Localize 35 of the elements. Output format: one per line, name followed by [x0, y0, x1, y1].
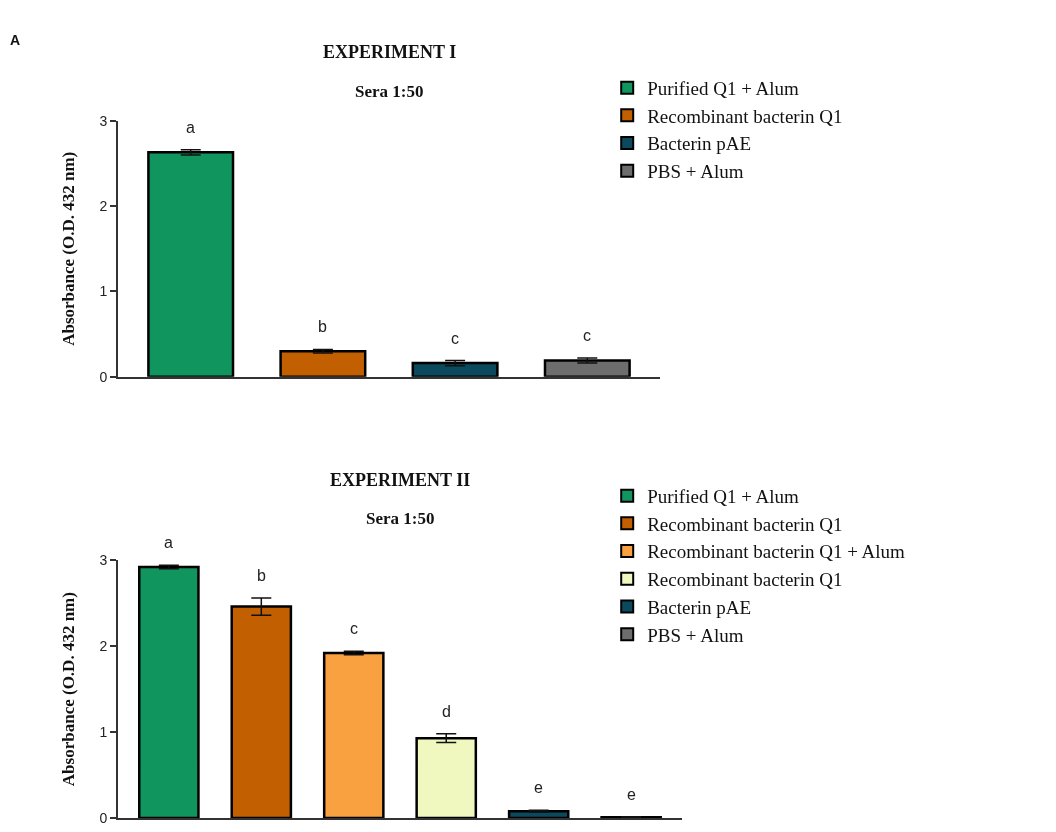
- text: A: [10, 32, 21, 48]
- legend-label: Purified Q1 + Alum: [647, 78, 800, 100]
- y-tick-label: 1: [99, 724, 108, 741]
- chart-subtitle: Sera 1:50: [366, 509, 435, 528]
- y-tick-label: 1: [99, 283, 108, 300]
- legend-label: Recombinant bacterin Q1: [647, 105, 843, 127]
- annotation: e: [627, 786, 636, 803]
- legend-label: Recombinant bacterin Q1: [647, 569, 843, 591]
- text: a: [164, 534, 173, 551]
- y-tick-label: 3: [99, 552, 108, 569]
- annotation: a: [186, 119, 195, 136]
- chart-title: EXPERIMENT I: [323, 42, 457, 62]
- legend-label: PBS + Alum: [647, 161, 744, 183]
- chart-title: EXPERIMENT II: [330, 470, 471, 490]
- y-tick-label: 0: [99, 810, 108, 827]
- annotation: e: [534, 779, 543, 796]
- y-axis-title: Absorbance (O.D. 432 nm): [59, 592, 79, 787]
- annotation: c: [350, 620, 358, 637]
- legend-label: Bacterin pAE: [647, 133, 752, 155]
- y-tick-label: 0: [99, 368, 108, 385]
- legend-label: Bacterin pAE: [647, 596, 752, 618]
- legend-label: Purified Q1 + Alum: [647, 486, 800, 508]
- y-tick-label: 3: [99, 112, 108, 129]
- annotation: c: [451, 330, 459, 347]
- annotation: d: [442, 703, 451, 720]
- annotation: b: [318, 318, 327, 335]
- legend-label: PBS + Alum: [647, 624, 744, 646]
- annotation: c: [583, 327, 591, 344]
- y-axis-title: Absorbance (O.D. 432 nm): [59, 151, 79, 346]
- legend-label: Recombinant bacterin Q1 + Alum: [647, 541, 906, 563]
- y-tick-label: 2: [99, 198, 108, 215]
- legend-label: Recombinant bacterin Q1: [647, 513, 843, 535]
- y-tick-label: 2: [99, 638, 108, 655]
- chart-subtitle: Sera 1:50: [355, 82, 424, 101]
- annotation: b: [257, 567, 266, 584]
